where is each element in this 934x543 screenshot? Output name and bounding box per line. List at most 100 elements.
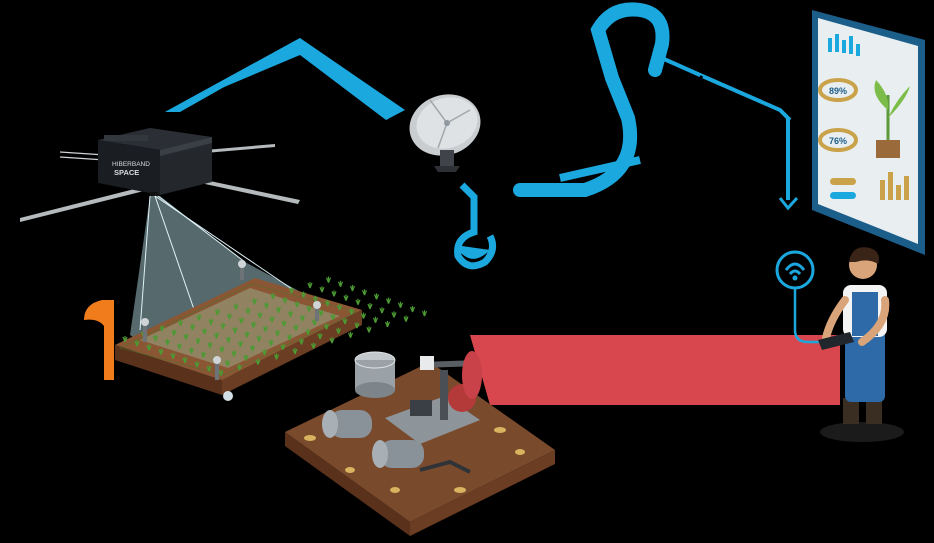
analytics-dashboard: 89% 76% <box>812 10 925 255</box>
crop-plant <box>342 318 348 325</box>
crop-plant <box>269 316 275 323</box>
crop-plant <box>311 319 318 326</box>
crop-plant <box>122 336 128 343</box>
crop-plant <box>323 323 330 330</box>
oil-pump-jack <box>385 351 482 444</box>
crop-rows <box>122 276 428 376</box>
crop-plant <box>255 358 261 366</box>
crop-plant <box>218 369 224 376</box>
crop-plant <box>343 294 349 301</box>
dashboard-toggles <box>830 178 856 199</box>
crop-plant <box>367 303 373 310</box>
dashboard-gauge-2: 76% <box>818 128 858 152</box>
crop-plant <box>225 336 232 343</box>
crop-plant <box>159 325 165 332</box>
crop-plant <box>287 310 294 318</box>
crop-plant <box>329 337 335 344</box>
crop-plant <box>152 334 159 342</box>
crop-plant <box>177 319 184 327</box>
satellite-to-dish-link <box>165 38 405 120</box>
crop-plant <box>293 324 299 331</box>
crop-plant <box>237 340 244 348</box>
crop-plant <box>298 338 305 345</box>
crop-plant <box>206 365 212 372</box>
crop-field-platform <box>115 260 428 401</box>
crop-plant <box>288 287 295 294</box>
crop-plant <box>250 321 257 328</box>
crop-plant <box>282 297 288 304</box>
satellite-label-line2: SPACE <box>114 168 139 177</box>
crop-plant <box>207 342 213 349</box>
crop-plant <box>256 335 262 342</box>
crop-plant <box>385 297 392 304</box>
crop-plant <box>336 304 343 311</box>
gauge-2-label: 76% <box>829 136 847 146</box>
crop-plant <box>325 276 332 283</box>
crop-plant <box>299 315 306 322</box>
crop-plant <box>251 298 258 305</box>
crop-plant <box>292 348 298 355</box>
dish-down-link <box>454 182 497 270</box>
crop-plant <box>214 309 221 316</box>
crop-plant <box>213 332 220 339</box>
dashboard-bar-chart <box>880 172 909 200</box>
crop-plant <box>312 295 319 303</box>
crop-plant <box>379 307 385 314</box>
crop-plant <box>196 314 202 321</box>
crop-plant <box>219 346 225 353</box>
crop-plant <box>208 318 214 325</box>
crop-plant <box>245 307 251 315</box>
crop-plant <box>349 285 356 292</box>
dish-to-cloud-link <box>513 2 670 197</box>
crop-plant <box>183 333 189 340</box>
plant-icon <box>874 80 910 158</box>
oil-pipeline <box>419 459 471 474</box>
crop-plant <box>310 342 317 349</box>
dashboard-gauge-1: 89% <box>818 78 858 102</box>
crop-plant <box>421 310 428 317</box>
crop-plant <box>281 320 287 327</box>
crop-plant <box>324 300 331 307</box>
crop-plant <box>347 331 354 339</box>
crop-plant <box>335 327 342 334</box>
tablet-device <box>818 332 854 350</box>
dashboard-bar-chart-icon <box>828 34 860 56</box>
crop-plant <box>171 329 177 336</box>
oil-tank-horizontal <box>322 410 424 468</box>
satellite: HIBERBAND SPACE <box>20 128 300 222</box>
crop-plant <box>330 313 336 321</box>
crop-plant <box>409 306 416 313</box>
crop-plant <box>286 334 293 341</box>
crop-plant <box>307 282 313 289</box>
crop-plant <box>146 344 152 351</box>
crop-plant <box>397 301 404 309</box>
field-worker <box>818 247 904 442</box>
crop-plant <box>195 337 201 345</box>
crop-plant <box>189 324 196 331</box>
crop-plant <box>384 321 391 328</box>
satellite-label-line1: HIBERBAND <box>112 161 150 168</box>
crop-plant <box>273 353 280 360</box>
crop-plant <box>391 311 397 318</box>
crop-plant <box>263 302 270 309</box>
storage-tank <box>354 351 396 398</box>
crop-plant <box>337 280 344 288</box>
wifi-signal-icon <box>775 250 830 344</box>
crop-plant <box>373 293 380 300</box>
farm-to-worker-red-link <box>470 335 840 405</box>
field-return-orange-link <box>84 300 114 380</box>
crop-plant <box>294 301 300 308</box>
crop-plant <box>331 290 337 297</box>
crop-plant <box>270 292 276 300</box>
crop-plant <box>232 327 238 334</box>
crop-plant <box>194 361 200 368</box>
crop-plant <box>236 364 243 371</box>
crop-plant <box>280 343 286 351</box>
crop-plant <box>403 315 409 322</box>
crop-plant <box>233 303 239 310</box>
crop-plant <box>306 305 312 312</box>
crop-plant <box>200 351 207 358</box>
crop-plant <box>182 357 188 364</box>
crop-plant <box>366 326 372 333</box>
